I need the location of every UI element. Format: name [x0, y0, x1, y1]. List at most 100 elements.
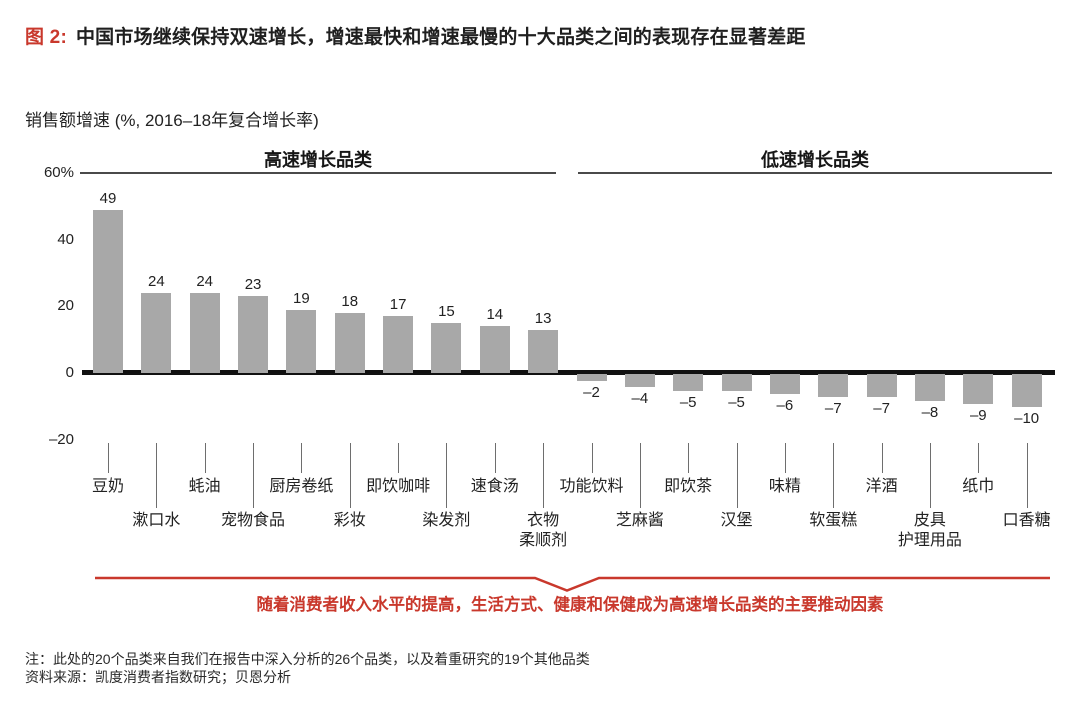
figure-title: 图 2: 中国市场继续保持双速增长，增速最快和增速最慢的十大品类之间的表现存在显著… — [25, 22, 1065, 49]
category-label-line: 汉堡 — [720, 512, 753, 529]
bar-value-label: –4 — [631, 390, 649, 408]
category-label: 即饮咖啡 — [343, 477, 453, 497]
source-note: 资料来源：凯度消费者指数研究；贝恩分析 — [25, 669, 291, 685]
bar — [721, 374, 752, 391]
category-label-line: 芝麻酱 — [615, 512, 664, 529]
bar — [818, 374, 849, 398]
category-label-line: 漱口水 — [132, 512, 181, 529]
annotation-text: 随着消费者收入水平的提高，生活方式、健康和保健成为高速增长品类的主要推动因素 — [256, 596, 884, 614]
category-label-line: 染发剂 — [422, 512, 471, 529]
bar — [673, 374, 704, 391]
bar-value-label: 15 — [438, 303, 455, 320]
category-label-line: 宠物食品 — [221, 512, 286, 529]
category-label: 速食汤 — [440, 477, 550, 497]
bar — [914, 374, 945, 401]
bar-value-label: 19 — [293, 289, 310, 307]
category-label: 皮具 护理用品 — [875, 511, 985, 551]
section-header-low-growth: 低速增长品类 — [761, 150, 869, 170]
bar-value-label: –9 — [969, 407, 987, 424]
bar-value-label: 14 — [486, 306, 504, 324]
category-tick — [639, 443, 641, 508]
bar-value-label: –2 — [583, 383, 600, 401]
section-header-high-growth: 高速增长品类 — [264, 150, 372, 170]
category-tick — [736, 443, 738, 508]
category-tick — [978, 443, 980, 473]
category-tick — [108, 443, 109, 473]
category-label-line: 纸巾 — [962, 478, 995, 495]
category-label-line: 皮具 — [913, 512, 946, 529]
bar-value-label: 18 — [341, 293, 359, 310]
category-label-line: 即饮咖啡 — [366, 478, 431, 495]
category-tick — [494, 443, 496, 473]
category-tick — [156, 443, 158, 508]
bar-value-label: –10 — [1014, 410, 1040, 428]
category-label: 宠物食品 — [198, 511, 308, 531]
category-tick — [929, 443, 931, 508]
category-label: 芝麻酱 — [585, 511, 695, 531]
category-tick — [204, 443, 206, 473]
category-label-line: 衣物 — [527, 512, 560, 529]
bar — [1011, 374, 1042, 408]
bar-value-label: –5 — [728, 393, 745, 411]
category-label-line: 豆奶 — [91, 478, 124, 495]
category-label: 彩妆 — [295, 511, 405, 531]
figure-title-text: 中国市场继续保持双速增长，增速最快和增速最慢的十大品类之间的表现存在显著差距 — [75, 27, 806, 48]
category-label: 纸巾 — [923, 477, 1033, 497]
category-tick — [881, 443, 883, 473]
category-tick — [301, 443, 303, 473]
x-axis-baseline — [82, 370, 1055, 375]
bar-value-label: 13 — [534, 309, 552, 327]
category-label-line: 功能饮料 — [559, 478, 624, 495]
bar — [238, 296, 269, 373]
bar — [431, 323, 462, 373]
bar — [576, 374, 607, 381]
category-tick — [1026, 443, 1028, 508]
y-axis-tick-label: 20 — [57, 297, 74, 315]
category-label-line: 味精 — [768, 478, 801, 495]
category-label-line: 柔顺剂 — [519, 532, 568, 549]
category-tick — [349, 443, 351, 508]
bar-value-label: 24 — [148, 273, 165, 290]
bar — [624, 374, 655, 388]
bar — [93, 209, 123, 373]
category-label-line: 洋酒 — [865, 478, 898, 495]
category-label: 功能饮料 — [537, 477, 647, 497]
category-label: 蚝油 — [150, 477, 260, 497]
bar-value-label: –7 — [873, 400, 890, 418]
category-tick — [446, 443, 448, 508]
bar — [963, 374, 994, 404]
bar — [383, 316, 414, 373]
category-label-line: 即饮茶 — [664, 478, 713, 495]
category-label: 漱口水 — [101, 511, 211, 531]
bar-value-label: –6 — [776, 397, 794, 414]
category-tick — [591, 443, 593, 473]
y-axis-tick-label: 0 — [65, 364, 74, 381]
category-tick — [253, 443, 255, 508]
category-tick — [784, 443, 786, 473]
category-label: 即饮茶 — [633, 477, 743, 497]
category-tick — [398, 443, 400, 473]
category-label: 豆奶 — [53, 477, 163, 497]
bar — [189, 293, 220, 373]
bar — [769, 374, 800, 394]
category-label-line: 口香糖 — [1002, 512, 1051, 529]
bar — [334, 313, 365, 373]
section-underline-low-growth — [578, 172, 1052, 174]
category-label-line: 护理用品 — [897, 532, 962, 549]
bar-value-label: 23 — [244, 276, 262, 294]
y-axis-tick-label: –20 — [48, 430, 74, 448]
category-label-line: 厨房卷纸 — [269, 478, 334, 495]
bar-value-label: –8 — [921, 403, 939, 421]
bar-value-label: 24 — [196, 273, 214, 290]
category-label-line: 彩妆 — [333, 512, 366, 529]
bar-value-label: –7 — [824, 400, 842, 418]
bar — [141, 293, 172, 373]
footnote: 注：此处的20个品类来自我们在报告中深入分析的26个品类，以及着重研究的19个其… — [25, 651, 590, 667]
bar-value-label: 17 — [389, 296, 407, 314]
category-label: 味精 — [730, 477, 840, 497]
category-label: 染发剂 — [391, 511, 501, 531]
bar — [866, 374, 897, 398]
category-label: 洋酒 — [827, 477, 937, 497]
category-label: 口香糖 — [972, 511, 1080, 531]
category-label: 汉堡 — [682, 511, 792, 531]
